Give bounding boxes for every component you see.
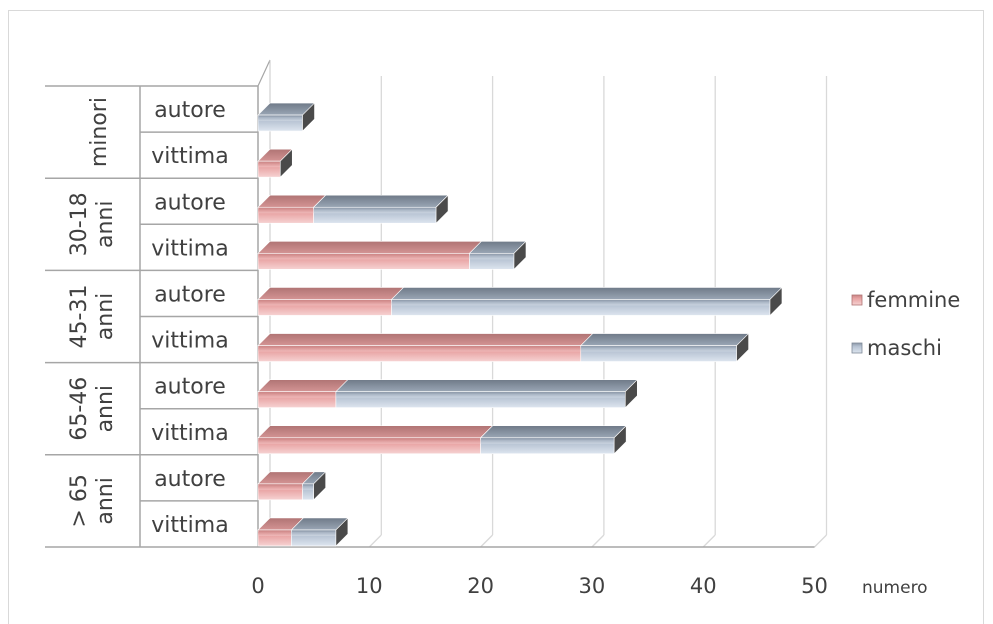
- bar-maschi-top: [335, 379, 639, 392]
- x-axis-title: numero: [862, 578, 928, 598]
- group-label-line2: anni: [93, 385, 118, 432]
- bar-femmine-highlight: [258, 439, 481, 444]
- bar-femmine-highlight: [258, 393, 336, 398]
- bar-maschi-highlight: [291, 531, 336, 536]
- group-label-line1: 30-18: [67, 192, 92, 256]
- group-label-line1: 45-31: [67, 285, 92, 349]
- category-label: autore: [154, 190, 226, 215]
- bar-maschi-top: [479, 425, 627, 439]
- x-tick-label: 0: [251, 574, 264, 598]
- gridline-floor: [480, 534, 494, 548]
- group-label: minori: [87, 97, 112, 167]
- bar-femmine-highlight: [258, 347, 581, 352]
- x-tick-label: 30: [579, 574, 606, 598]
- x-tick-labels: 0 10 20 30 40 50: [251, 574, 828, 598]
- bar-femmine-top: [257, 287, 405, 300]
- gridline-floor: [702, 534, 716, 548]
- bar-femmine-top: [257, 379, 349, 392]
- group-label-line1: minori: [87, 97, 112, 167]
- bar-maschi-end: [769, 286, 783, 317]
- group-label-line1: 65-46: [67, 377, 92, 441]
- chart-frame: [8, 10, 984, 624]
- y-axis-depth-line: [257, 59, 271, 87]
- bar-maschi-end: [736, 332, 749, 363]
- gridline-floor: [814, 534, 827, 548]
- gridline-floor: [591, 534, 605, 548]
- bar-femmine-highlight: [258, 301, 392, 306]
- bar-maschi-end: [335, 517, 349, 547]
- gridline-floor: [368, 534, 382, 548]
- bar-maschi-highlight: [313, 209, 437, 214]
- category-label: vittima: [151, 329, 228, 354]
- category-axis-labels: autore vittima autore vittima autore vittima a…: [45, 85, 258, 547]
- legend-label-maschi: maschi: [867, 336, 942, 360]
- bar-maschi-end: [435, 194, 449, 224]
- bar-maschi-highlight: [302, 485, 314, 490]
- bar-femmine-top: [257, 333, 594, 346]
- category-label: vittima: [151, 513, 228, 538]
- bar-maschi-highlight: [469, 255, 514, 260]
- category-label: autore: [154, 467, 226, 492]
- category-label: autore: [154, 98, 226, 123]
- bar-maschi-highlight: [335, 393, 626, 398]
- bar-femmine-top: [257, 241, 483, 254]
- bar-femmine-highlight: [258, 255, 470, 260]
- category-label: autore: [154, 282, 226, 307]
- category-label: vittima: [151, 421, 228, 446]
- bar-maschi-highlight: [580, 347, 737, 352]
- group-label: 45-31 anni: [67, 285, 118, 349]
- group-label-line2: anni: [93, 477, 118, 524]
- legend-swatch-maschi: [851, 342, 863, 354]
- bar-femmine-highlight: [258, 209, 314, 214]
- category-label: autore: [154, 375, 226, 400]
- bar-femmine-top: [257, 425, 494, 439]
- group-label: 30-18 anni: [67, 192, 118, 256]
- legend-label-femmine: femmine: [867, 288, 960, 312]
- bar-femmine-highlight: [258, 485, 303, 490]
- bar-maschi-end: [513, 240, 527, 271]
- x-tick-label: 10: [356, 574, 383, 598]
- group-label: > 65 anni: [67, 474, 118, 527]
- bar-femmine-highlight: [258, 163, 281, 168]
- bar-maschi-highlight: [258, 117, 303, 122]
- bar-maschi-end: [302, 102, 315, 132]
- bar-maschi-highlight: [391, 301, 770, 306]
- group-label: 65-46 anni: [67, 377, 118, 441]
- bar-femmine-highlight: [258, 531, 292, 536]
- legend-swatch-femmine: [851, 294, 863, 306]
- bar-maschi-top: [390, 287, 783, 300]
- legend: femmine maschi: [851, 288, 960, 360]
- x-tick-label: 50: [801, 574, 828, 598]
- bar-femmine-end: [279, 148, 293, 178]
- bar-maschi-top: [312, 194, 449, 208]
- bar-maschi-end: [613, 425, 627, 455]
- bars: [257, 102, 783, 547]
- bar-maschi-highlight: [480, 439, 615, 444]
- x-tick-label: 20: [467, 574, 494, 598]
- bar-maschi-end: [313, 471, 326, 501]
- group-label-line2: anni: [93, 293, 118, 340]
- category-label: vittima: [151, 236, 228, 261]
- x-tick-label: 40: [690, 574, 717, 598]
- category-label: vittima: [151, 144, 228, 169]
- bar-maschi-end: [624, 378, 638, 409]
- group-label-line1: > 65: [67, 474, 92, 527]
- bar-maschi-top: [580, 333, 750, 346]
- group-label-line2: anni: [93, 201, 118, 248]
